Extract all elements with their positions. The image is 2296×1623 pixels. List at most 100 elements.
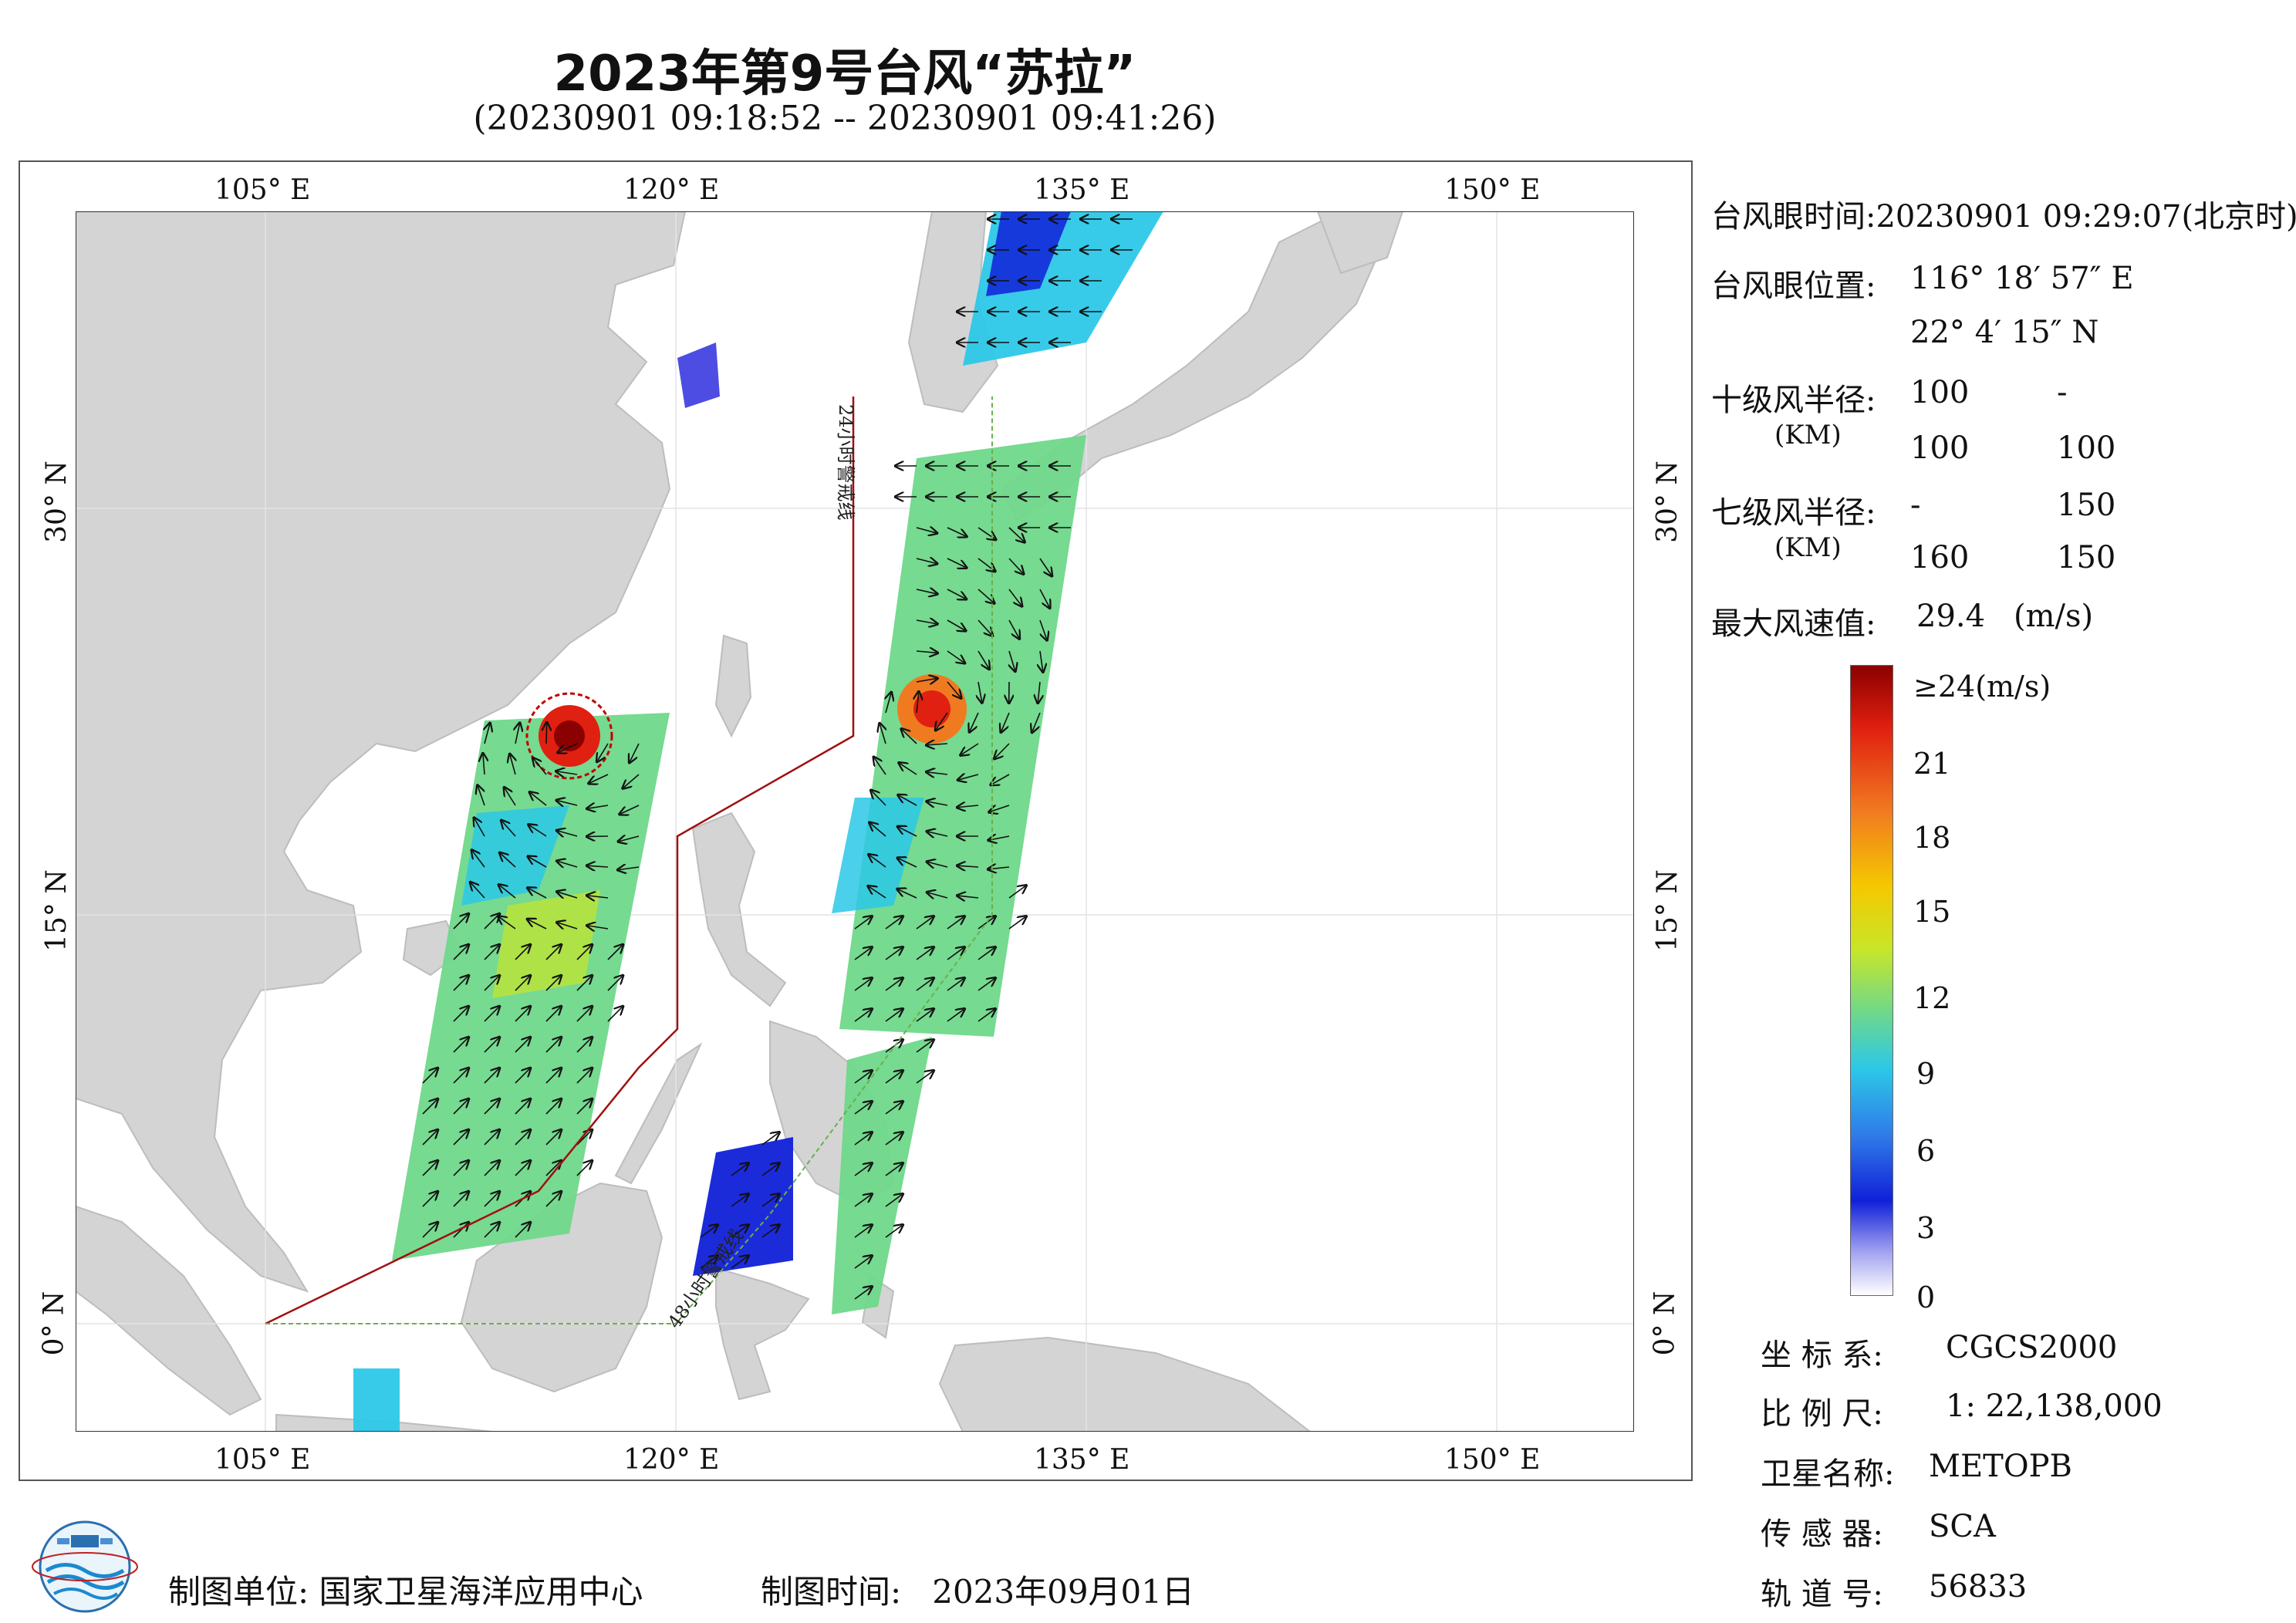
wind-arrow bbox=[623, 774, 640, 788]
wind-arrow bbox=[515, 1223, 529, 1238]
wind-arrow bbox=[453, 1069, 468, 1084]
max-wind-value: 29.4 bbox=[1916, 599, 1986, 634]
wind-arrow bbox=[453, 946, 468, 960]
wind-arrow bbox=[928, 892, 948, 898]
map-frame bbox=[19, 160, 1693, 1481]
colorbar-label-18: 18 bbox=[1913, 821, 1951, 855]
wind-arrow bbox=[977, 948, 994, 960]
wind-arrow bbox=[630, 743, 640, 761]
footer-time-label: 制图时间: bbox=[761, 1573, 902, 1611]
wind-arrow bbox=[558, 801, 578, 805]
footer-unit-row: 制图单位: 国家卫星海洋应用中心 bbox=[168, 1566, 643, 1613]
wind-swaths bbox=[353, 211, 1163, 1432]
wind-arrow bbox=[422, 1193, 437, 1207]
r7-row2-a: 160 bbox=[1910, 540, 1970, 575]
colorbar-label-15: 15 bbox=[1913, 895, 1951, 929]
wind-arrow bbox=[854, 948, 871, 960]
r7-row1-b: 150 bbox=[2057, 488, 2116, 523]
wind-arrow bbox=[453, 977, 468, 991]
wind-arrow bbox=[916, 917, 933, 930]
wind-arrow bbox=[588, 805, 609, 808]
wind-arrow bbox=[484, 1038, 498, 1053]
wind-arrow bbox=[1009, 650, 1015, 670]
wind-arrow bbox=[869, 855, 886, 868]
eye-pos-label: 台风眼位置: bbox=[1711, 268, 1876, 304]
wind-arrow bbox=[885, 917, 902, 930]
wind-arrow bbox=[947, 1010, 964, 1022]
colorbar-label-3: 3 bbox=[1916, 1211, 1936, 1245]
colorbar-label-21: 21 bbox=[1913, 747, 1951, 781]
wind-arrow bbox=[731, 1226, 748, 1238]
wind-arrow bbox=[545, 1162, 560, 1176]
wind-arrow bbox=[558, 923, 578, 929]
wind-arrow bbox=[545, 946, 560, 960]
wind-arrow bbox=[505, 788, 516, 806]
wind-arrow bbox=[885, 1226, 902, 1238]
footer-unit-label: 制图单位: bbox=[168, 1573, 309, 1611]
swath-east bbox=[839, 435, 1086, 1037]
wind-arrow bbox=[1001, 712, 1010, 731]
wind-arrow bbox=[453, 915, 468, 930]
wind-arrow bbox=[598, 743, 609, 761]
wind-arrow bbox=[916, 948, 933, 960]
wind-arrow bbox=[958, 865, 979, 867]
wind-arrow bbox=[947, 558, 965, 567]
wind-arrow bbox=[947, 589, 965, 599]
wind-field-map[interactable]: 24小时警戒线 48小时警戒线 bbox=[76, 211, 1634, 1432]
wind-arrow bbox=[885, 1102, 902, 1115]
lon-tick-bottom-120: 120° E bbox=[623, 1444, 720, 1476]
wind-arrow bbox=[870, 823, 886, 837]
wind-arrow bbox=[1008, 886, 1025, 899]
lon-tick-bottom-150: 150° E bbox=[1444, 1444, 1541, 1476]
wind-arrow bbox=[761, 1226, 778, 1238]
wind-arrow bbox=[484, 1162, 498, 1176]
sensor-value: SCA bbox=[1929, 1509, 1996, 1544]
land-palawan bbox=[614, 1042, 703, 1185]
wind-arrow bbox=[576, 1100, 591, 1115]
wind-arrow bbox=[927, 772, 948, 774]
wind-arrow bbox=[515, 1100, 529, 1115]
wind-arrow bbox=[885, 979, 902, 991]
r7-unit: (KM) bbox=[1774, 532, 1842, 563]
wind-arrow bbox=[899, 795, 917, 806]
coord-system-label: 坐 标 系: bbox=[1761, 1338, 1883, 1373]
land-hokkaido bbox=[1316, 211, 1404, 275]
nsoas-logo bbox=[32, 1520, 138, 1613]
wind-arrow bbox=[484, 1007, 498, 1022]
satellite-label: 卫星名称: bbox=[1761, 1456, 1895, 1492]
wind-arrow bbox=[576, 1162, 591, 1176]
wind-arrow bbox=[928, 832, 948, 836]
wind-arrow bbox=[515, 1038, 529, 1053]
wind-arrow bbox=[854, 1133, 871, 1146]
r10-row2-b: 100 bbox=[2057, 430, 2116, 466]
wind-arrow bbox=[761, 1195, 778, 1207]
wind-arrow bbox=[854, 1257, 871, 1269]
swath-west-blue-patch bbox=[461, 805, 569, 906]
wind-arrow bbox=[916, 620, 937, 624]
wind-arrow bbox=[1038, 681, 1040, 702]
wind-arrow bbox=[515, 1162, 529, 1176]
r7-row2-b: 150 bbox=[2057, 540, 2116, 575]
wind-arrow bbox=[990, 805, 1010, 812]
wind-arrow bbox=[936, 712, 948, 730]
swath-south-east bbox=[832, 1037, 932, 1314]
wind-arrow bbox=[885, 1164, 902, 1176]
wind-arrow bbox=[854, 1164, 871, 1176]
wind-arrow bbox=[1008, 917, 1025, 930]
wind-arrow bbox=[1008, 527, 1024, 542]
wind-arrow bbox=[947, 681, 961, 697]
wind-arrow bbox=[1008, 589, 1021, 606]
wind-arrow bbox=[947, 979, 964, 991]
wind-arrow bbox=[899, 827, 917, 837]
wind-arrow bbox=[474, 818, 485, 837]
wind-arrow bbox=[607, 946, 622, 960]
footer-time-value: 2023年09月01日 bbox=[932, 1573, 1194, 1611]
wind-arrow bbox=[515, 724, 519, 744]
wind-arrow bbox=[589, 774, 609, 783]
wind-arrow bbox=[700, 1257, 717, 1269]
wind-arrow bbox=[977, 589, 994, 602]
wind-arrow bbox=[422, 1131, 437, 1146]
lat-tick-right-30: 30° N bbox=[1651, 461, 1683, 543]
wind-arrow bbox=[422, 1223, 437, 1238]
wind-arrow bbox=[588, 926, 609, 929]
